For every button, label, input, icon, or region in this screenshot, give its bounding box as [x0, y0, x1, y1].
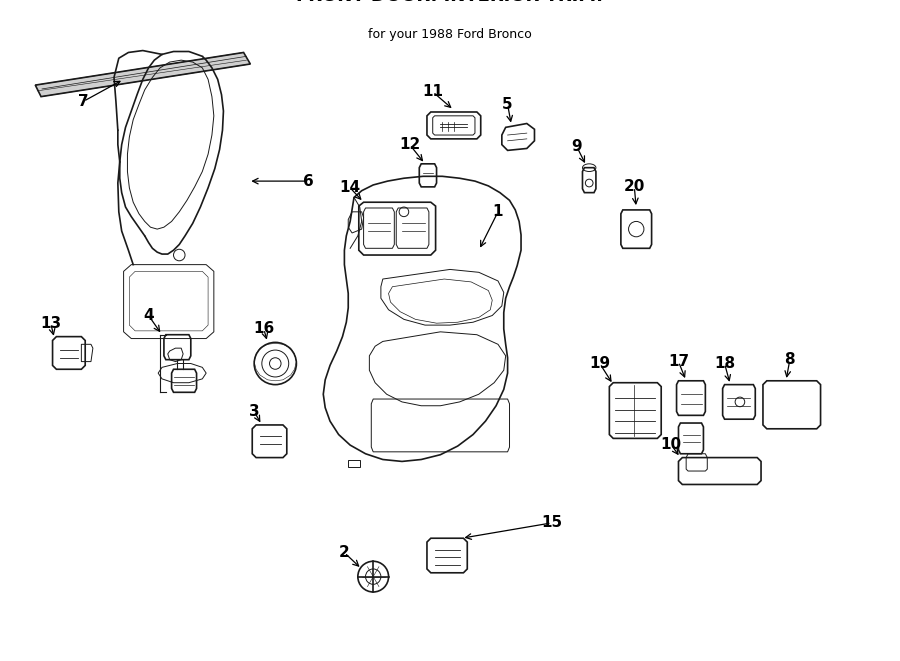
Text: 12: 12 — [399, 137, 420, 152]
Text: 11: 11 — [422, 85, 443, 99]
Text: 7: 7 — [78, 94, 88, 109]
Text: 20: 20 — [624, 179, 645, 194]
Polygon shape — [35, 52, 250, 97]
Text: 3: 3 — [248, 404, 259, 419]
Bar — [348, 459, 360, 467]
Text: 14: 14 — [339, 180, 361, 196]
Text: FRONT DOOR. INTERIOR TRIM.: FRONT DOOR. INTERIOR TRIM. — [296, 0, 604, 5]
Text: 15: 15 — [541, 516, 562, 530]
Text: 16: 16 — [253, 321, 274, 336]
Text: 9: 9 — [572, 139, 582, 154]
Text: 5: 5 — [502, 97, 513, 112]
Text: 18: 18 — [714, 356, 735, 371]
Text: 8: 8 — [785, 352, 796, 367]
Text: 2: 2 — [339, 545, 350, 560]
Text: for your 1988 Ford Bronco: for your 1988 Ford Bronco — [368, 28, 532, 40]
Text: 6: 6 — [302, 174, 313, 188]
Text: 13: 13 — [40, 316, 61, 330]
Text: 10: 10 — [661, 437, 681, 451]
Text: 1: 1 — [493, 204, 503, 219]
Text: 19: 19 — [590, 356, 610, 371]
Text: 4: 4 — [143, 308, 154, 323]
Text: 17: 17 — [668, 354, 689, 369]
